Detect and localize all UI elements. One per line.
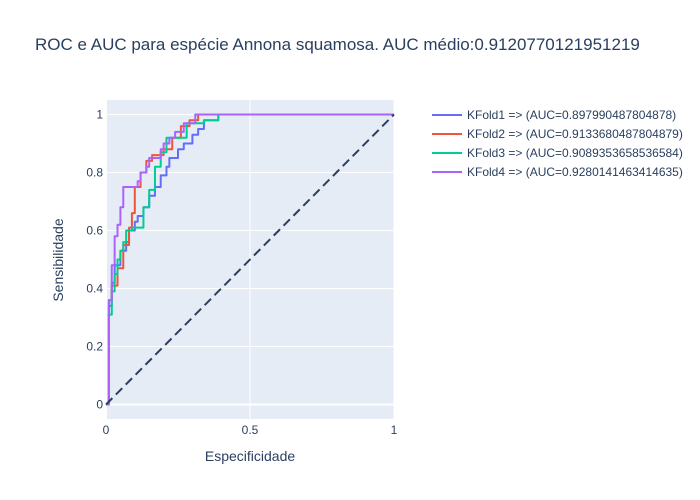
- y-axis-title: Sensibilidade: [50, 218, 66, 301]
- y-tick-label: 1: [96, 108, 103, 122]
- roc-line-3: [106, 113, 394, 406]
- chance-line: [105, 113, 395, 406]
- tick-labels: 0 0.5 1 0 0.2 0.4 0.6 0.8 1: [86, 108, 397, 438]
- y-tick-label: 0.8: [86, 166, 103, 180]
- y-tick-label: 0.4: [86, 282, 103, 296]
- legend-item[interactable]: KFold1 => (AUC=0.897990487804878): [432, 108, 676, 122]
- legend-item[interactable]: KFold4 => (AUC=0.9280141463414635): [432, 165, 683, 179]
- chart-title: ROC e AUC para espécie Annona squamosa. …: [35, 35, 640, 54]
- legend-item[interactable]: KFold2 => (AUC=0.9133680487804879): [432, 127, 683, 141]
- legend[interactable]: KFold1 => (AUC=0.897990487804878) KFold2 …: [432, 108, 683, 179]
- x-tick-label: 0: [103, 423, 110, 437]
- legend-item[interactable]: KFold3 => (AUC=0.9089353658536584): [432, 146, 683, 160]
- roc-line-4: [106, 113, 394, 406]
- legend-label: KFold1 => (AUC=0.897990487804878): [467, 108, 676, 122]
- y-tick-label: 0: [96, 398, 103, 412]
- x-tick-label: 0.5: [242, 423, 259, 437]
- legend-label: KFold2 => (AUC=0.9133680487804879): [467, 127, 683, 141]
- legend-label: KFold4 => (AUC=0.9280141463414635): [467, 165, 683, 179]
- y-tick-label: 0.2: [86, 340, 103, 354]
- y-tick-label: 0.6: [86, 224, 103, 238]
- legend-label: KFold3 => (AUC=0.9089353658536584): [467, 146, 683, 160]
- x-axis-title: Especificidade: [205, 448, 295, 464]
- roc-line-1: [106, 113, 394, 406]
- x-tick-label: 1: [391, 423, 398, 437]
- series-lines: [105, 113, 395, 406]
